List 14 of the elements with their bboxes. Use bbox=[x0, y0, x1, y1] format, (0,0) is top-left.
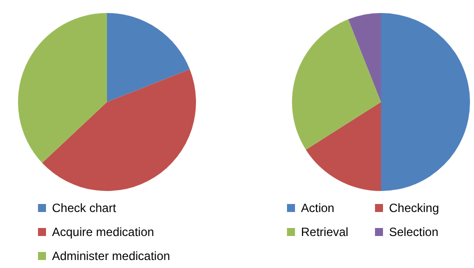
pie-slice bbox=[348, 13, 381, 102]
pie-slice bbox=[107, 13, 190, 102]
pie-slice bbox=[42, 69, 196, 191]
legend-label: Acquire medication bbox=[52, 225, 154, 239]
pie-slice bbox=[18, 13, 107, 163]
legend-label: Selection bbox=[389, 225, 438, 239]
legend-label: Action bbox=[301, 201, 334, 215]
legend-label: Administer medication bbox=[52, 249, 170, 263]
legend-label: Checking bbox=[389, 201, 440, 215]
pie-slice bbox=[381, 13, 470, 191]
pie-slice bbox=[306, 102, 381, 191]
legend-label: Check chart bbox=[52, 201, 116, 215]
legend-label: Retrieval bbox=[301, 225, 348, 239]
pie-slice bbox=[292, 19, 381, 150]
